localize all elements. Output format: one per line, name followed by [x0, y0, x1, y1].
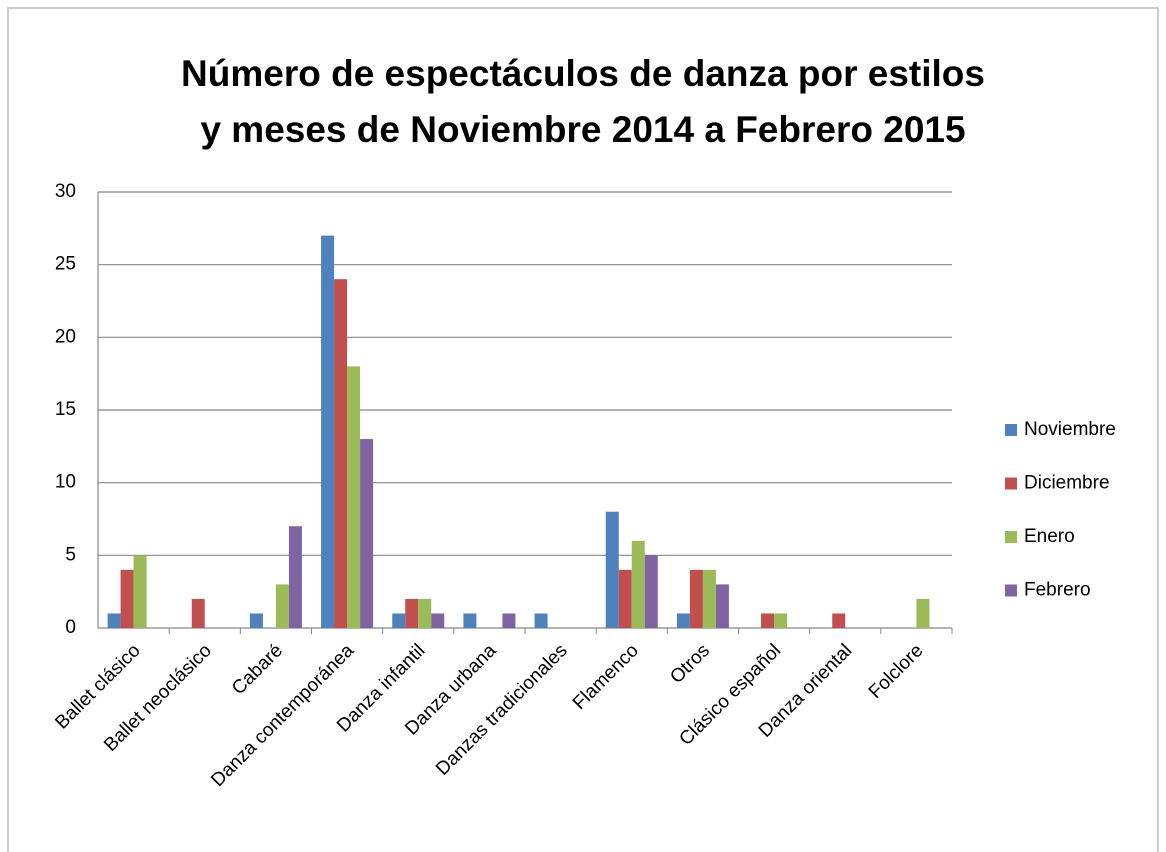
bar	[288, 526, 302, 628]
chart-title: y meses de Noviembre 2014 a Febrero 2015	[200, 109, 965, 150]
bar	[618, 569, 632, 628]
x-tick-label: Danzas tradicionales	[432, 640, 572, 780]
bar	[191, 598, 205, 628]
x-tick-label: Cabaré	[228, 640, 287, 699]
legend-swatch	[1005, 424, 1017, 436]
chart-title: Número de espectáculos de danza por esti…	[181, 53, 985, 94]
legend-label: Enero	[1024, 526, 1075, 547]
bar	[502, 613, 516, 628]
y-tick-label: 15	[55, 399, 76, 420]
bar	[689, 569, 703, 628]
bar	[405, 598, 419, 628]
bar	[392, 613, 406, 628]
y-tick-label: 20	[55, 326, 76, 347]
bar	[321, 235, 335, 628]
bar	[715, 584, 729, 628]
bar	[774, 613, 788, 628]
bar	[418, 598, 432, 628]
bar	[249, 613, 263, 628]
bar	[120, 569, 134, 628]
x-tick-label: Flamenco	[569, 640, 643, 714]
bar	[334, 279, 348, 628]
bar	[347, 366, 361, 628]
bar	[605, 511, 619, 628]
y-tick-label: 5	[65, 544, 76, 565]
bar	[644, 555, 658, 628]
bar	[107, 613, 121, 628]
bar	[631, 540, 645, 628]
legend-swatch	[1005, 584, 1017, 597]
bar	[676, 613, 690, 628]
bar	[534, 613, 548, 628]
bar	[916, 598, 930, 628]
legend-swatch	[1005, 477, 1017, 490]
bar	[761, 613, 775, 628]
legend-swatch	[1005, 531, 1017, 543]
legend-label: Diciembre	[1024, 473, 1110, 494]
legend-label: Febrero	[1024, 580, 1091, 601]
bar	[832, 613, 846, 628]
bar	[463, 613, 477, 628]
bar	[431, 613, 445, 628]
x-tick-label: Danza contemporánea	[207, 640, 358, 791]
legend-label: Noviembre	[1024, 419, 1116, 440]
x-tick-label: Otros	[666, 640, 714, 688]
y-tick-label: 25	[55, 254, 76, 275]
x-tick-label: Folclore	[865, 640, 928, 703]
y-tick-label: 30	[55, 181, 76, 202]
y-tick-label: 0	[65, 617, 76, 638]
bar	[702, 569, 716, 628]
bar	[275, 584, 289, 628]
y-tick-label: 10	[55, 472, 76, 493]
bar	[360, 439, 374, 628]
bar	[133, 555, 147, 628]
chart-frame	[7, 7, 1159, 852]
